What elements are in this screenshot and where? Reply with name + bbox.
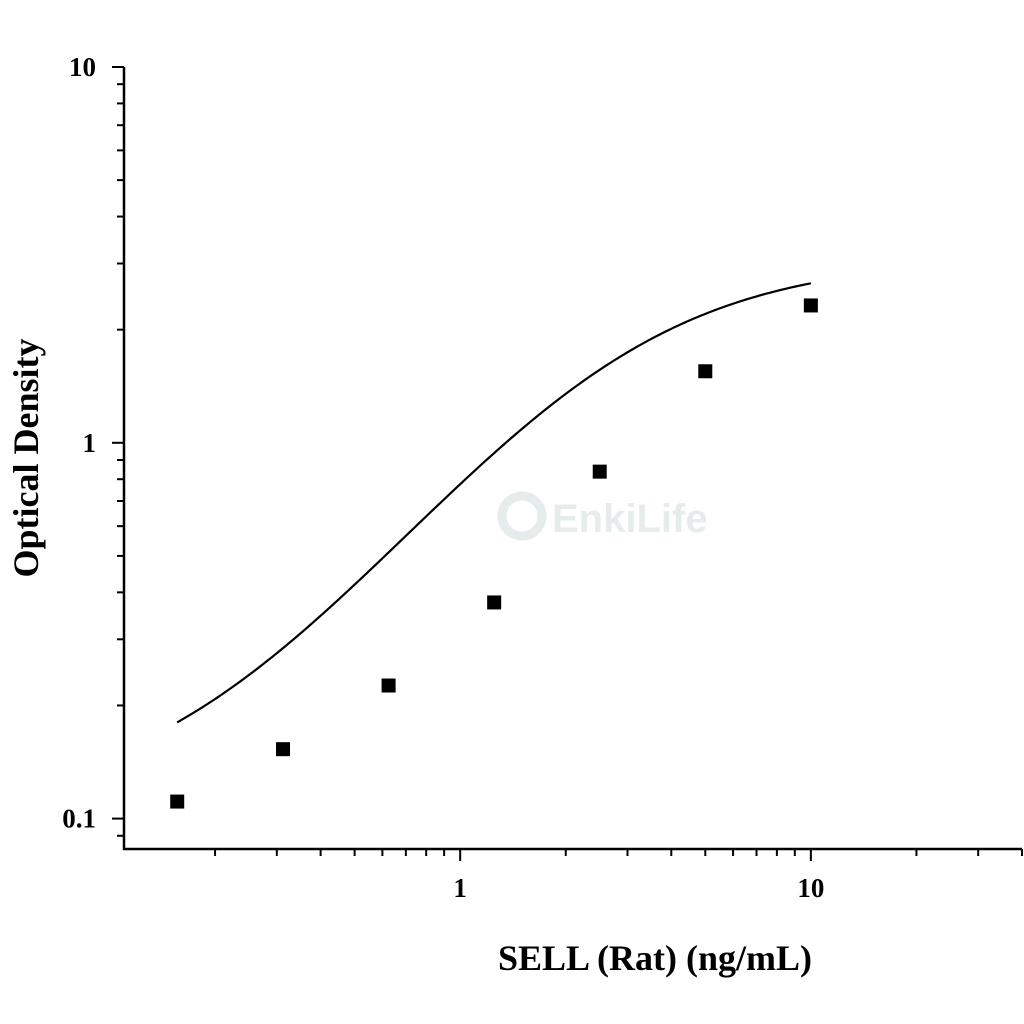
- x-axis-title: SELL (Rat) (ng/mL): [498, 938, 812, 978]
- ticks: 0.1 1 10 1 10: [62, 52, 1023, 903]
- data-point: [487, 595, 502, 610]
- y-tick-label: 10: [69, 52, 96, 82]
- data-point: [698, 364, 713, 379]
- watermark-text: EnkiLife: [552, 497, 708, 541]
- data-point: [381, 678, 396, 693]
- data-point: [803, 298, 818, 313]
- data-point: [276, 742, 291, 757]
- watermark-logo-icon: [497, 491, 547, 541]
- data-point: [170, 794, 185, 809]
- x-tick-label: 1: [453, 873, 467, 903]
- data-points: [170, 298, 818, 809]
- axes: [122, 67, 1022, 851]
- watermark: EnkiLife: [497, 491, 708, 541]
- data-point: [592, 464, 607, 479]
- y-tick-label: 0.1: [62, 804, 96, 834]
- y-axis-title: Optical Density: [6, 339, 46, 578]
- axis-frame: [122, 67, 1022, 851]
- y-tick-label: 1: [83, 428, 97, 458]
- x-tick-label: 10: [797, 873, 824, 903]
- fit-curve-line: [176, 282, 812, 724]
